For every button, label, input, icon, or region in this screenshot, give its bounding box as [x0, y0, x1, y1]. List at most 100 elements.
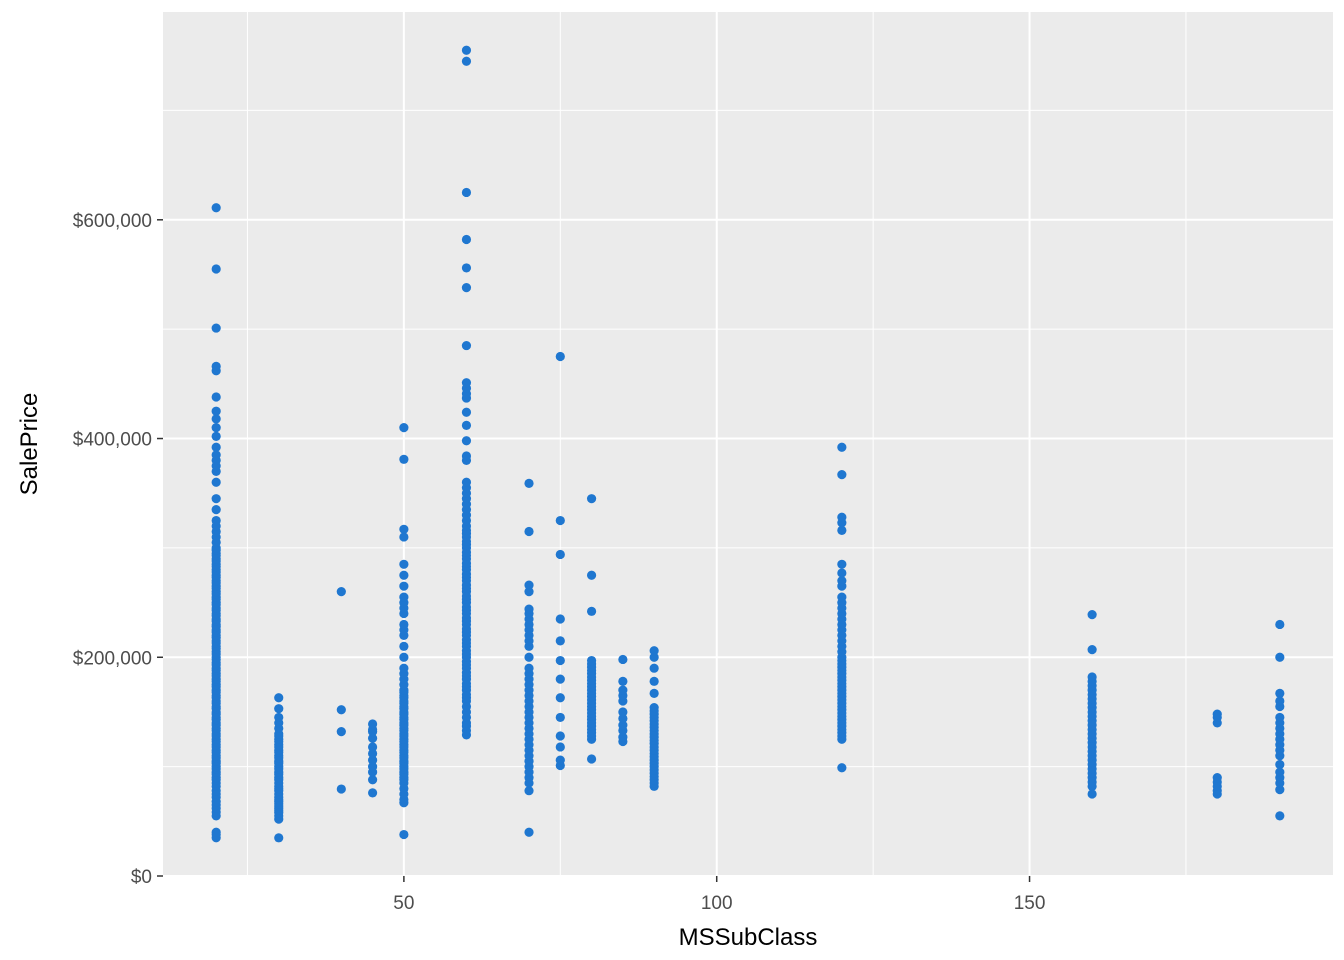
- data-point: [461, 477, 472, 487]
- data-point: [1087, 672, 1097, 682]
- data-point: [837, 512, 847, 522]
- data-point: [586, 494, 597, 504]
- data-point: [837, 568, 847, 578]
- data-point: [1275, 759, 1285, 770]
- data-point: [367, 742, 378, 752]
- data-point: [1275, 652, 1285, 662]
- y-tick-label: $600,000: [73, 211, 152, 232]
- data-point: [618, 685, 628, 695]
- data-point: [461, 187, 472, 198]
- data-point: [461, 45, 472, 55]
- data-point: [367, 775, 378, 785]
- data-point: [618, 713, 628, 724]
- data-point: [1212, 709, 1222, 719]
- data-point: [461, 378, 472, 388]
- data-point: [837, 559, 847, 569]
- data-point: [649, 676, 659, 686]
- data-point: [461, 451, 472, 461]
- data-point: [1087, 610, 1097, 620]
- data-point: [399, 829, 409, 840]
- data-point: [555, 674, 565, 684]
- data-point: [837, 442, 847, 452]
- data-point: [586, 570, 597, 580]
- data-point: [555, 351, 565, 362]
- data-point: [461, 283, 472, 293]
- data-point: [524, 478, 534, 488]
- data-point: [524, 580, 534, 590]
- data-point: [524, 786, 534, 796]
- data-point: [524, 663, 534, 673]
- data-point: [837, 576, 847, 586]
- data-point: [618, 732, 628, 742]
- data-point: [524, 526, 534, 537]
- data-point: [524, 827, 534, 837]
- data-point: [211, 450, 221, 460]
- data-point: [367, 788, 378, 798]
- y-tick-label: $0: [131, 867, 152, 888]
- data-point: [399, 532, 409, 542]
- data-point: [1275, 619, 1285, 630]
- data-point: [461, 263, 472, 273]
- y-axis-title: SalePrice: [16, 393, 43, 496]
- data-point: [649, 652, 659, 662]
- data-point: [274, 712, 284, 723]
- data-point: [1212, 772, 1222, 783]
- data-point: [399, 619, 409, 630]
- data-point: [211, 515, 221, 526]
- data-point: [211, 392, 221, 402]
- data-point: [399, 581, 409, 591]
- data-point: [586, 606, 597, 616]
- data-point: [555, 731, 565, 741]
- data-point: [399, 663, 409, 673]
- data-point: [1275, 688, 1285, 698]
- data-point: [1275, 696, 1285, 706]
- data-point: [399, 454, 409, 464]
- major-gridlines: [163, 12, 1333, 877]
- minor-gridlines: [163, 12, 1333, 876]
- data-point: [1275, 811, 1285, 821]
- data-point: [618, 654, 628, 665]
- data-point: [555, 755, 565, 765]
- data-point: [399, 524, 409, 534]
- data-point: [367, 762, 378, 772]
- data-point: [336, 784, 346, 794]
- data-point: [586, 754, 597, 764]
- data-point: [367, 748, 378, 759]
- data-point: [1087, 789, 1097, 799]
- data-point: [336, 705, 346, 715]
- data-point: [211, 431, 221, 441]
- data-point: [837, 592, 847, 602]
- data-point: [618, 720, 628, 730]
- data-point: [211, 361, 221, 371]
- x-axis: 50 100 150: [393, 876, 1045, 914]
- data-point: [555, 549, 565, 560]
- data-point: [274, 693, 284, 703]
- data-point: [555, 614, 565, 624]
- data-point: [211, 264, 221, 274]
- data-point: [649, 688, 659, 698]
- y-axis: $0 $200,000 $400,000 $600,000: [73, 211, 163, 888]
- data-point: [399, 652, 409, 662]
- data-point: [211, 323, 221, 333]
- data-point: [367, 733, 378, 743]
- y-tick-label: $400,000: [73, 430, 152, 451]
- data-point: [399, 570, 409, 580]
- data-point: [336, 587, 346, 597]
- data-point: [524, 604, 534, 614]
- data-point: [461, 56, 472, 66]
- data-point: [211, 505, 221, 515]
- x-tick-label: 150: [1014, 893, 1046, 914]
- data-point: [1275, 785, 1285, 795]
- data-point: [649, 663, 659, 673]
- data-point: [649, 702, 659, 713]
- data-point: [461, 420, 472, 431]
- data-point: [555, 636, 565, 646]
- data-point: [1087, 645, 1097, 655]
- data-point: [211, 406, 221, 416]
- x-axis-title: MSSubClass: [679, 924, 818, 951]
- data-point: [837, 470, 847, 480]
- data-point: [1275, 767, 1285, 777]
- data-point: [367, 755, 378, 765]
- data-point: [555, 693, 565, 703]
